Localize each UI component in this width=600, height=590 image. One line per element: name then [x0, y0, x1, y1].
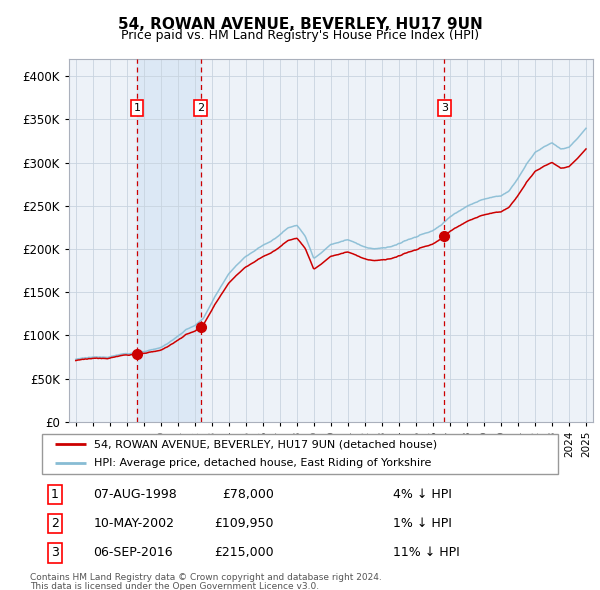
Text: This data is licensed under the Open Government Licence v3.0.: This data is licensed under the Open Gov…	[30, 582, 319, 590]
Text: 4% ↓ HPI: 4% ↓ HPI	[393, 488, 452, 501]
Text: 1: 1	[134, 103, 140, 113]
Text: 2: 2	[197, 103, 205, 113]
Text: 1% ↓ HPI: 1% ↓ HPI	[393, 517, 452, 530]
Text: 3: 3	[51, 546, 59, 559]
FancyBboxPatch shape	[42, 434, 558, 474]
Text: 1: 1	[51, 488, 59, 501]
Text: 06-SEP-2016: 06-SEP-2016	[94, 546, 173, 559]
Text: 3: 3	[441, 103, 448, 113]
Text: £109,950: £109,950	[215, 517, 274, 530]
Text: Contains HM Land Registry data © Crown copyright and database right 2024.: Contains HM Land Registry data © Crown c…	[30, 573, 382, 582]
Text: HPI: Average price, detached house, East Riding of Yorkshire: HPI: Average price, detached house, East…	[94, 458, 431, 468]
Bar	[137, 59, 201, 422]
Text: 54, ROWAN AVENUE, BEVERLEY, HU17 9UN (detached house): 54, ROWAN AVENUE, BEVERLEY, HU17 9UN (de…	[94, 440, 437, 450]
Text: 11% ↓ HPI: 11% ↓ HPI	[393, 546, 460, 559]
Text: 07-AUG-1998: 07-AUG-1998	[94, 488, 178, 501]
Text: 2: 2	[51, 517, 59, 530]
Text: £78,000: £78,000	[223, 488, 274, 501]
Text: 54, ROWAN AVENUE, BEVERLEY, HU17 9UN: 54, ROWAN AVENUE, BEVERLEY, HU17 9UN	[118, 17, 482, 31]
Text: 10-MAY-2002: 10-MAY-2002	[94, 517, 175, 530]
Text: Price paid vs. HM Land Registry's House Price Index (HPI): Price paid vs. HM Land Registry's House …	[121, 30, 479, 42]
Text: £215,000: £215,000	[215, 546, 274, 559]
